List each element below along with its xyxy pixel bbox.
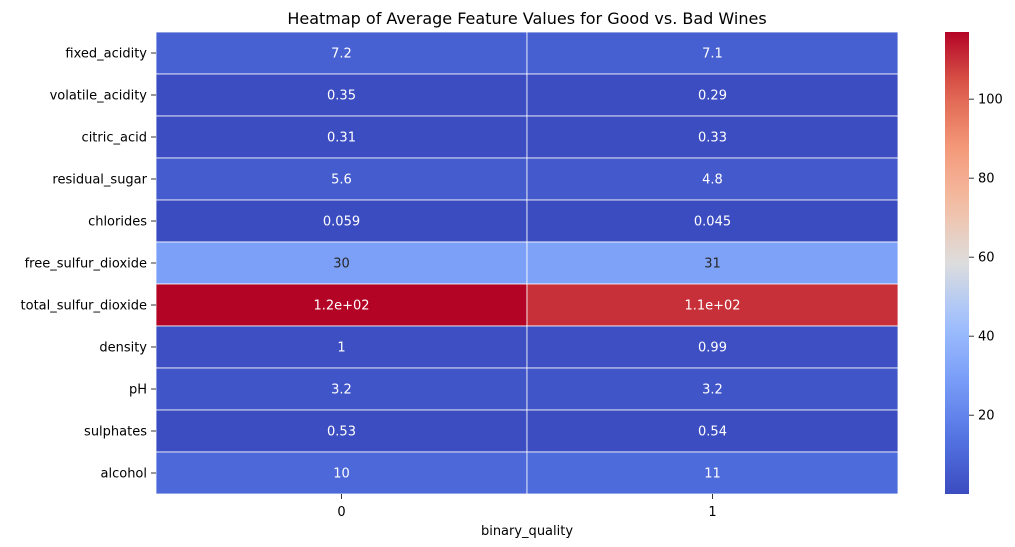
- y-tick-label: volatile_acidity: [50, 89, 148, 104]
- heatmap-cell: [526, 31, 899, 75]
- heatmap-cell: [155, 31, 528, 75]
- x-tick-label: 0: [337, 505, 345, 520]
- cell-annotation: 0.35: [327, 89, 356, 104]
- cell-annotation: 0.29: [698, 89, 727, 104]
- cell-annotation: 0.045: [694, 215, 731, 230]
- heatmap-cell: [526, 115, 899, 159]
- y-tick-label: free_sulfur_dioxide: [25, 257, 147, 272]
- heatmap-cell: [526, 199, 899, 243]
- colorbar-tick-label: 100: [978, 93, 1003, 108]
- cell-annotation: 11: [704, 467, 721, 482]
- heatmap-cell: [526, 325, 899, 369]
- heatmap-cell: [155, 283, 528, 327]
- heatmap-cell: [155, 115, 528, 159]
- colorbar-tick-label: 80: [978, 172, 995, 187]
- x-axis-label: binary_quality: [481, 524, 573, 539]
- cell-annotation: 4.8: [702, 173, 723, 188]
- colorbar-tick-label: 40: [978, 330, 995, 345]
- heatmap-cell: [526, 367, 899, 411]
- heatmap-cell: [155, 451, 528, 495]
- cell-annotation: 0.54: [698, 425, 727, 440]
- y-tick-label: fixed_acidity: [65, 47, 147, 62]
- heatmap-cell: [155, 409, 528, 453]
- cell-annotation: 0.99: [698, 341, 727, 356]
- y-tick-label: alcohol: [101, 467, 147, 482]
- cell-annotation: 1.2e+02: [313, 299, 369, 314]
- cell-annotation: 5.6: [331, 173, 352, 188]
- y-tick-label: residual_sugar: [52, 173, 147, 188]
- cell-annotation: 1.1e+02: [684, 299, 740, 314]
- heatmap-cell: [155, 73, 528, 117]
- cell-annotations: 7.2 7.1 0.35 0.29 0.31 0.33 5.6 4.8 0.059 0.045 30…: [313, 47, 740, 482]
- heatmap-cell: [155, 367, 528, 411]
- y-tick-label: citric_acid: [82, 131, 147, 146]
- cell-annotation: 7.1: [702, 47, 723, 62]
- cell-annotation: 0.059: [323, 215, 360, 230]
- cell-annotation: 10: [333, 467, 350, 482]
- heatmap-cells: [155, 31, 899, 495]
- colorbar-tick-label: 20: [978, 409, 995, 424]
- heatmap-cell: [526, 409, 899, 453]
- y-axis: fixed_acidity volatile_acidity citric_acid…: [21, 47, 156, 482]
- chart-title: Heatmap of Average Feature Values for Go…: [287, 9, 766, 28]
- cell-annotation: 0.53: [327, 425, 356, 440]
- cell-annotation: 3.2: [702, 383, 723, 398]
- heatmap-cell: [526, 157, 899, 201]
- heatmap-cell: [526, 451, 899, 495]
- heatmap-cell: [526, 283, 899, 327]
- heatmap-cell: [526, 241, 899, 285]
- cell-annotation: 7.2: [331, 47, 352, 62]
- cell-annotation: 31: [704, 257, 721, 272]
- heatmap-cell: [526, 73, 899, 117]
- cell-annotation: 0.33: [698, 131, 727, 146]
- y-tick-label: total_sulfur_dioxide: [21, 299, 147, 314]
- cell-annotation: 30: [333, 257, 350, 272]
- cell-annotation: 3.2: [331, 383, 352, 398]
- colorbar-tick-label: 60: [978, 251, 995, 266]
- cell-annotation: 0.31: [327, 131, 356, 146]
- y-tick-label: chlorides: [88, 215, 147, 230]
- cell-annotation: 1: [337, 341, 345, 356]
- y-tick-label: sulphates: [84, 425, 147, 440]
- y-tick-label: density: [99, 341, 147, 356]
- colorbar: [945, 32, 969, 494]
- y-tick-label: pH: [129, 383, 147, 398]
- heatmap-cell: [155, 325, 528, 369]
- colorbar-ticks: 20 40 60 80 100: [969, 93, 1003, 424]
- x-tick-label: 1: [708, 505, 716, 520]
